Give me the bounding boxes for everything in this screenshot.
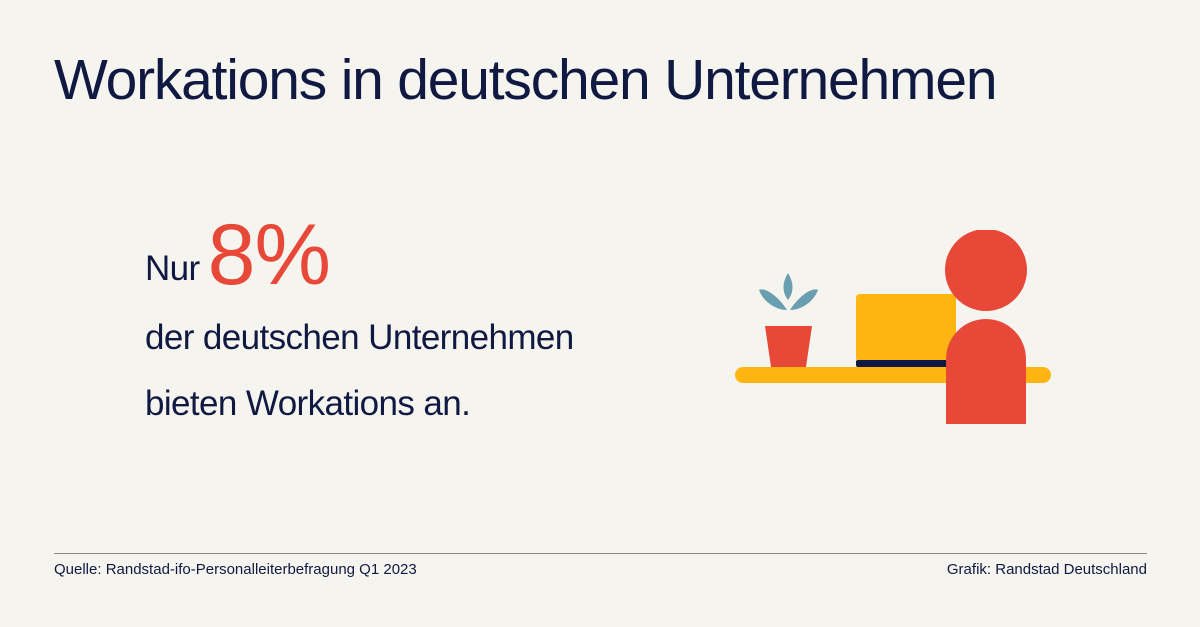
stat-description-line-2: bieten Workations an.: [145, 384, 471, 423]
workation-illustration: [730, 230, 1060, 430]
stat-headline: Nur 8%: [145, 208, 705, 298]
stat-description-line-1: der deutschen Unternehmen: [145, 318, 574, 357]
stat-percentage: 8%: [207, 207, 331, 303]
person-icon: [945, 230, 1027, 424]
plant-icon: [759, 273, 818, 367]
source-note: Quelle: Randstad-ifo-Personalleiterbefra…: [54, 561, 417, 578]
page-title: Workations in deutschen Unternehmen: [54, 48, 998, 112]
laptop-icon: [856, 294, 964, 367]
stat-prefix: Nur: [145, 249, 200, 288]
credit-note: Grafik: Randstad Deutschland: [946, 561, 1147, 578]
footer-divider: [54, 553, 1147, 554]
stat-block: Nur 8% der deutschen Unternehmen bieten …: [145, 208, 705, 437]
